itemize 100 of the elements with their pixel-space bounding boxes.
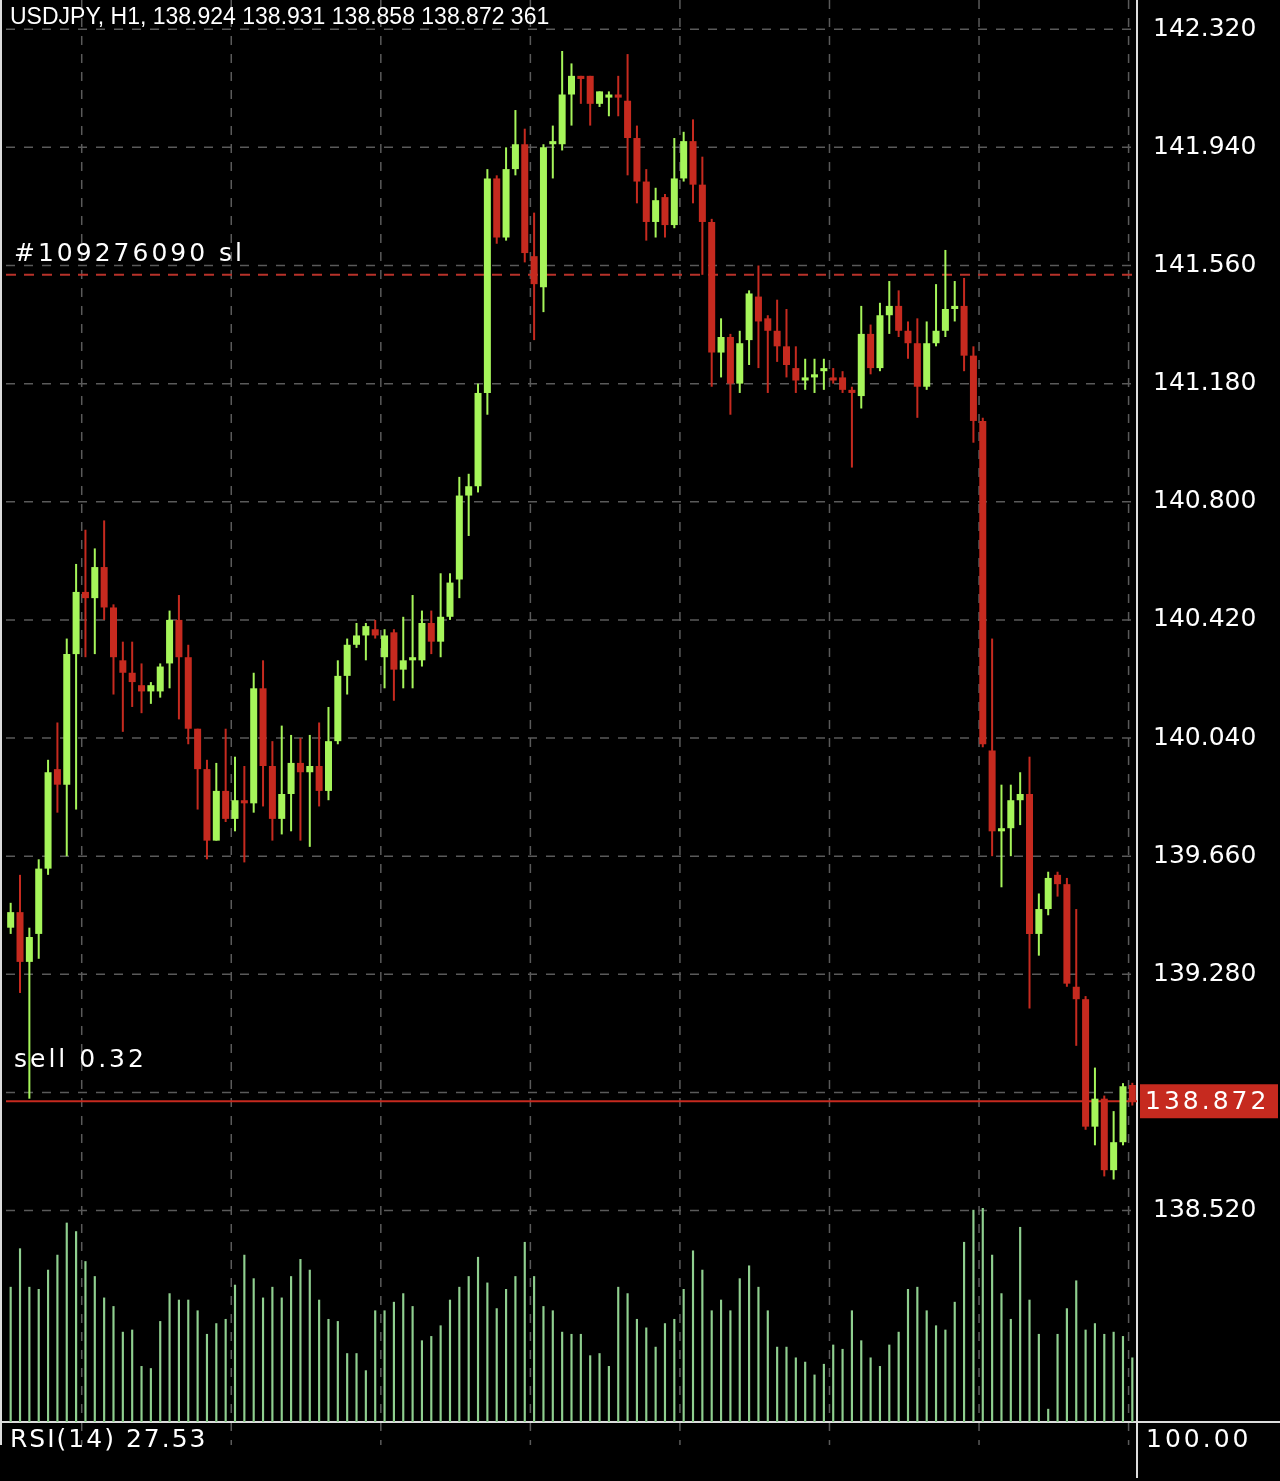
bar [804,1361,807,1422]
candlestick [811,357,819,394]
candlestick [231,755,239,833]
bar [112,1306,115,1422]
bar [364,1370,367,1422]
bar [1047,1408,1050,1422]
candlestick [773,298,781,363]
bar [28,1286,31,1422]
bar [37,1288,40,1422]
candlestick [240,765,248,864]
candlestick [951,280,959,323]
candlestick [128,640,136,708]
y-tick-label: 138.520 [1153,1194,1257,1224]
bar [486,1282,489,1422]
candlestick [371,618,379,640]
bar [1019,1226,1022,1422]
bar [850,1310,853,1422]
bar [1065,1308,1068,1422]
bar [897,1331,900,1422]
candlestick [362,622,370,662]
bar [934,1325,938,1422]
bar [65,1222,68,1422]
bar [196,1310,199,1422]
bar [448,1299,452,1422]
bar [1056,1333,1059,1422]
bar [299,1259,302,1422]
candlestick [1072,908,1080,1047]
bar [261,1297,265,1422]
bar [383,1310,386,1422]
bar [103,1297,106,1422]
bar [346,1353,349,1422]
bar [1075,1280,1078,1422]
candlestick [885,280,893,335]
candlestick [717,317,725,379]
candlestick [381,628,389,690]
candlestick [614,74,622,118]
candlestick [1054,870,1062,898]
y-tick-label: 140.420 [1153,603,1257,633]
bar [9,1286,12,1422]
bar [1121,1336,1125,1422]
bar [56,1254,59,1422]
bar [682,1288,685,1422]
ref-line-label: 138.872 [1145,1085,1270,1115]
candlestick [932,283,940,348]
bar [205,1333,209,1422]
candlestick [549,124,557,180]
bar [402,1293,405,1422]
candlestick [427,609,435,656]
bar [963,1241,966,1422]
bar [458,1286,461,1422]
candlestick [7,901,15,935]
candlestick [1016,771,1024,827]
bar [841,1348,844,1422]
candlestick [764,314,772,394]
bar [906,1288,910,1422]
bar [1084,1329,1087,1422]
bar [738,1278,741,1422]
candlestick [409,594,417,690]
bar [561,1331,564,1422]
candlestick [577,74,585,105]
bar [944,1329,947,1422]
y-tick-label: 141.180 [1153,367,1257,397]
bar [542,1306,545,1422]
bar [794,1357,797,1422]
bar [860,1340,863,1422]
bar [981,1208,984,1422]
bar [392,1301,395,1422]
bar [131,1329,134,1422]
bar [75,1231,78,1422]
bar [589,1355,592,1422]
bar [598,1353,601,1422]
y-tick-label: 139.280 [1153,957,1257,987]
candlestick [147,681,155,705]
bar [701,1269,704,1422]
candlestick [605,90,613,118]
bar [149,1368,152,1422]
bar [93,1276,96,1422]
bar [411,1306,414,1422]
bar [177,1299,180,1422]
bar [467,1276,470,1422]
bar [215,1323,218,1422]
bar [654,1346,657,1422]
bar [1000,1293,1003,1422]
bar [224,1318,227,1422]
text: RSI(14) 27.53 [10,1424,208,1454]
bar [991,1254,994,1422]
candlestick [839,370,847,394]
candlestick [941,248,949,338]
bar [420,1340,424,1422]
bar [1103,1333,1106,1422]
ref-line-label: #109276090 sl [14,237,246,267]
bar [710,1310,713,1422]
y-tick-label: 140.040 [1153,721,1257,751]
candlestick [119,640,127,733]
bar [1028,1299,1031,1422]
bar [243,1254,246,1422]
bar [121,1331,124,1422]
bar [374,1310,377,1422]
bar [430,1336,433,1422]
bar [290,1276,293,1422]
